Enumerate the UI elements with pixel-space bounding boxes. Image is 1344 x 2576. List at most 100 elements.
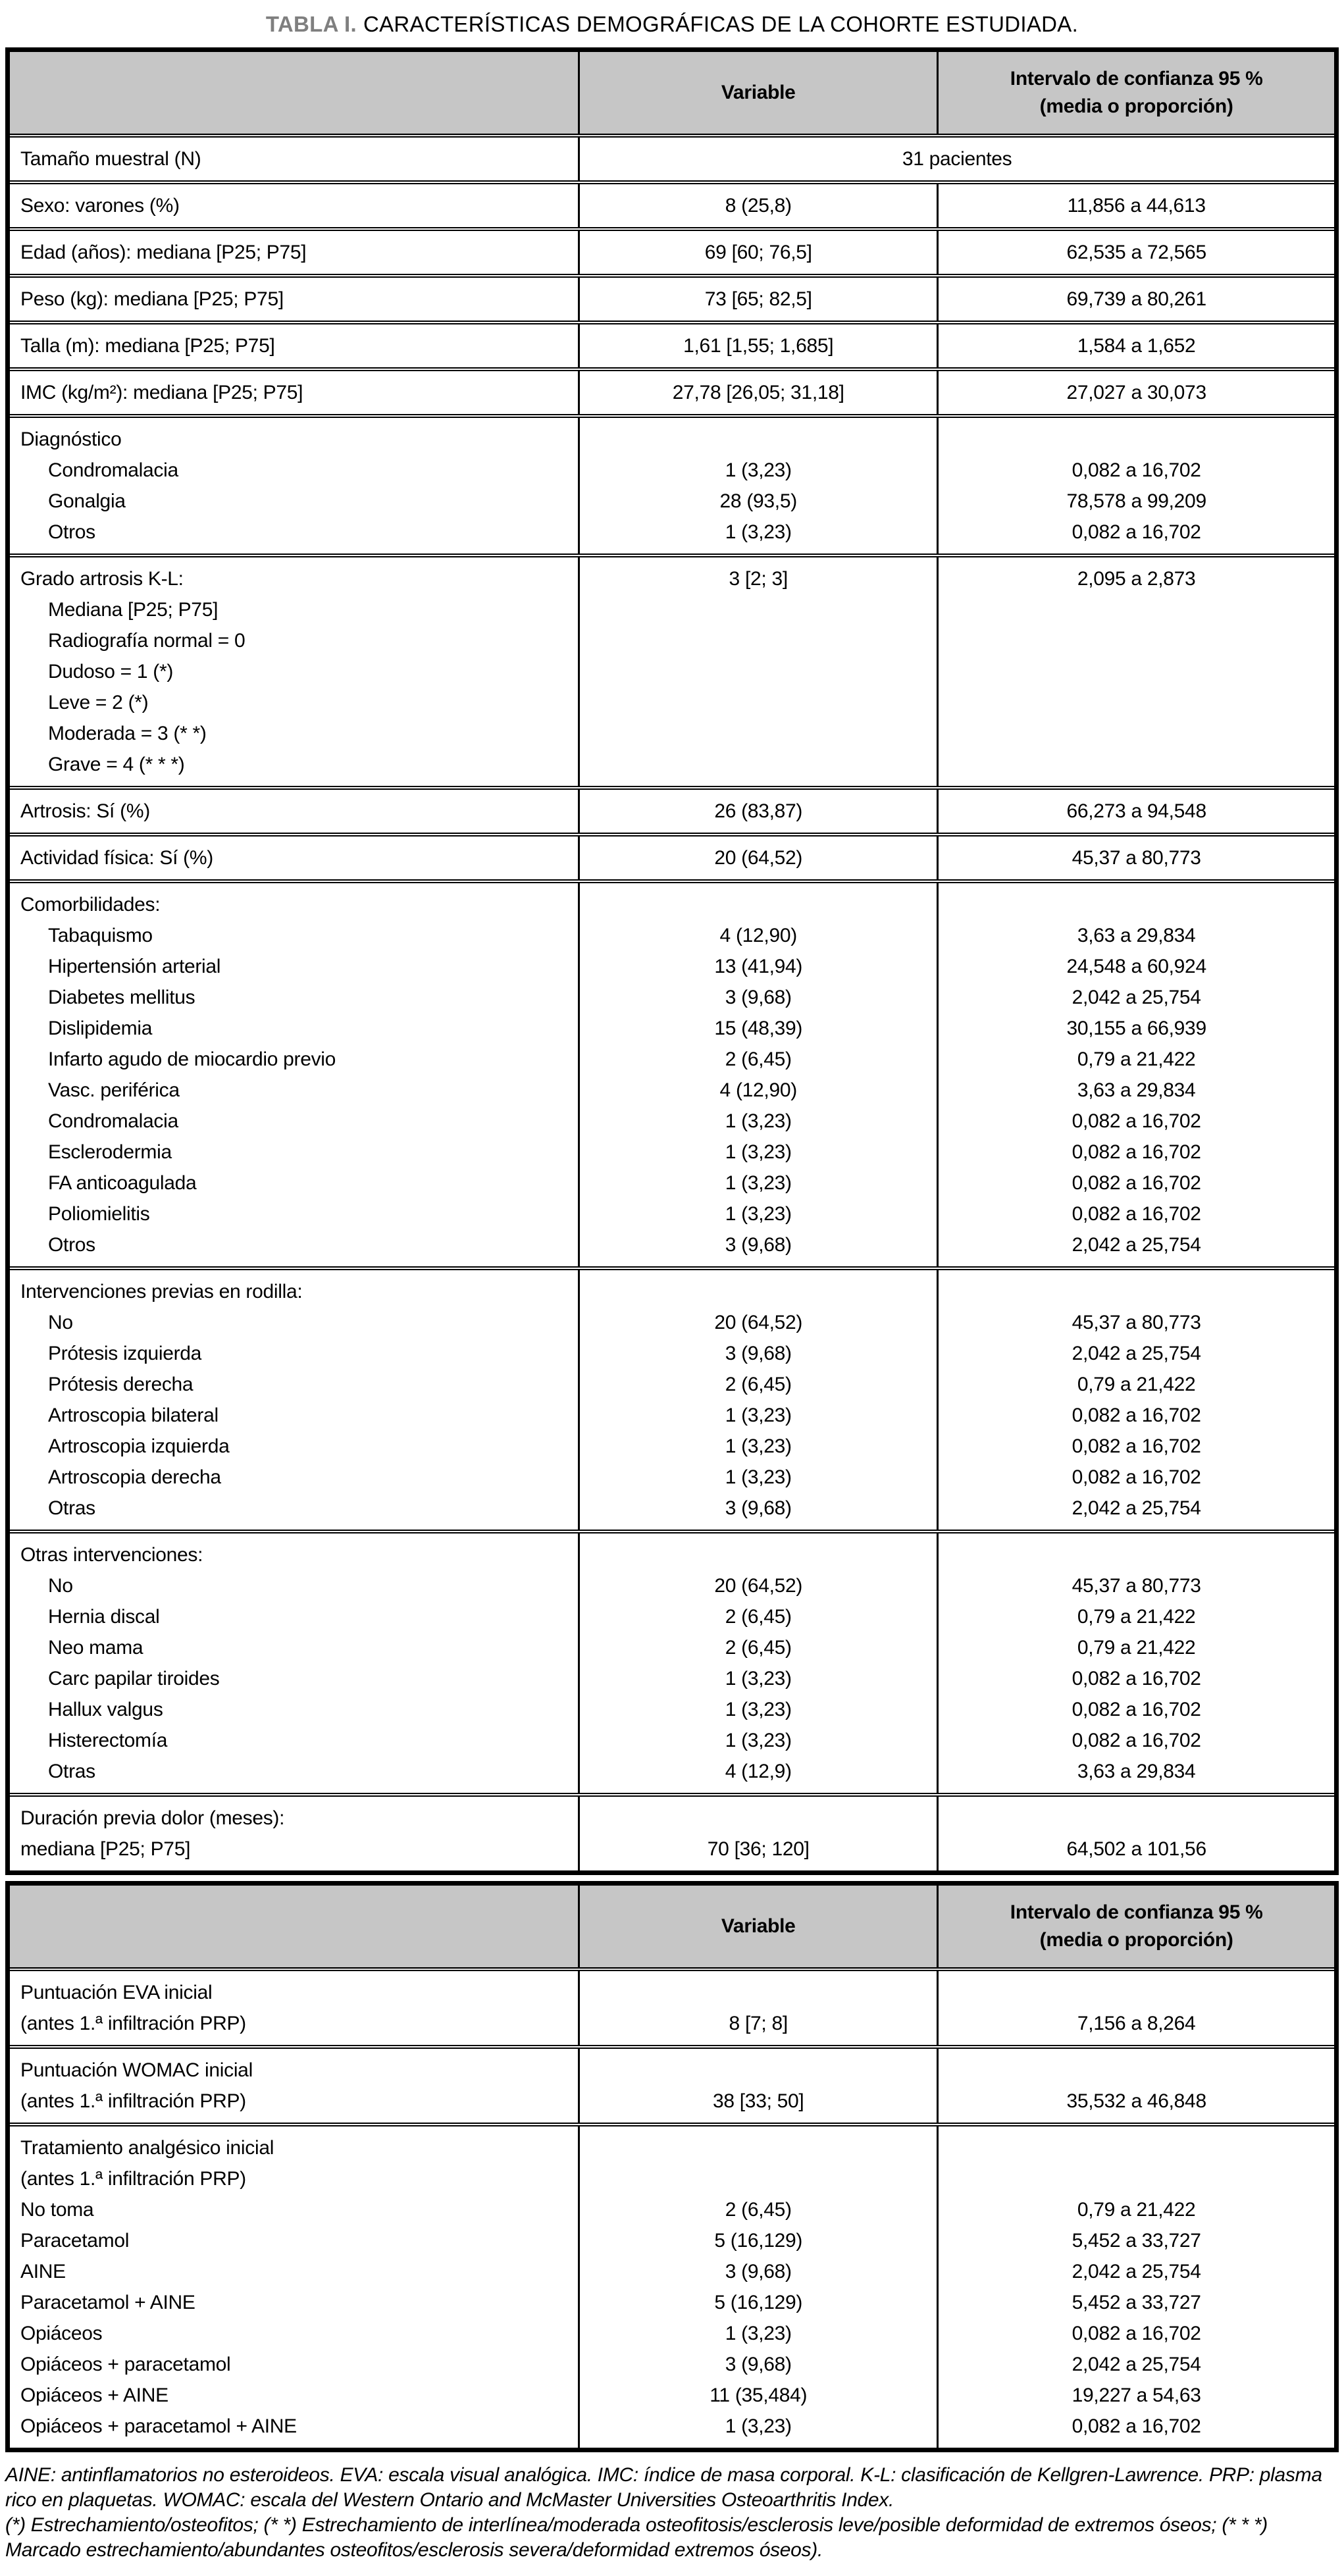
row-value-cell: 69 [60; 76,5] [578,227,939,278]
row-ci: 5,452 a 33,727 [1072,2292,1201,2313]
table-caption: TABLA I. CARACTERÍSTICAS DEMOGRÁFICAS DE … [5,12,1339,37]
row-ci: 2,042 a 25,754 [1072,2354,1201,2375]
row-ci: 0,082 a 16,702 [1072,2323,1201,2344]
row-value [584,687,933,718]
row-label: Hipertensión arterial [48,956,221,977]
table-row: Intervenciones previas en rodilla: No Prót… [6,1266,1337,1533]
row-ci: 0,79 a 21,422 [1077,2199,1196,2221]
row-ci-cell: 45,37 a 80,773 0,79 a 21,422 0,79 a 21,422… [937,1530,1337,1797]
row-ci: 2,095 a 2,873 [1077,568,1196,590]
row-value-cell: 1 (3,23) 28 (93,5) 1 (3,23) [578,414,939,557]
row-label: IMC (kg/m²): mediana [P25; P75] [20,382,303,403]
row-ci: 2,042 a 25,754 [1072,2261,1201,2282]
header-variable-label: Variable [721,82,796,103]
row-value: 3 (9,68) [725,1234,792,1256]
table-row: Tratamiento analgésico inicial (antes 1.ª… [6,2123,1337,2452]
row-value [584,1276,933,1307]
row-value: 5 (16,129) [714,2292,803,2313]
row-value: 11 (35,484) [710,2384,808,2406]
row-value: 3 (9,68) [725,1497,792,1519]
row-value: 8 [7; 8] [729,2013,788,2034]
row-value: 1 (3,23) [725,1466,792,1488]
row-value-cell: 1,61 [1,55; 1,685] [578,321,939,371]
header-row: Variable Intervalo de confianza 95 % (me… [6,47,1337,138]
row-ci [943,424,1330,455]
row-label-cell: Grado artrosis K-L: Mediana [P25; P75] Rad… [6,554,581,790]
row-ci [943,1977,1330,2008]
row-label-cell: Intervenciones previas en rodilla: No Prót… [6,1266,581,1533]
row-value: 2 (6,45) [725,2199,792,2221]
row-value [584,1977,933,2008]
row-label: Opiáceos [20,2323,103,2344]
row-label: (antes 1.ª infiltración PRP) [20,2090,246,2112]
header-ci-line1: Intervalo de confianza 95 % [1010,68,1263,90]
demographics-table-part-2: Variable Intervalo de confianza 95 % (me… [5,1881,1339,2452]
row-label-cell: Tratamiento analgésico inicial (antes 1.ª… [6,2123,581,2452]
header-variable-cell: Variable [578,1881,939,1971]
row-value-cell: 8 [7; 8] [578,1967,939,2049]
row-ci [943,889,1330,920]
row-label: Otras [48,1761,95,1782]
row-label: (antes 1.ª infiltración PRP) [20,2168,246,2190]
row-value: 73 [65; 82,5] [704,288,812,310]
row-ci [943,656,1330,687]
table-row: Diagnóstico Condromalacia Gonalgia Otros 1 … [6,414,1337,557]
row-value: 3 (9,68) [725,1343,792,1364]
row-ci [943,2055,1330,2086]
row-value: 26 (83,87) [714,800,803,822]
row-label: Sexo: varones (%) [20,195,180,217]
row-ci-cell: 45,37 a 80,773 [937,833,1337,883]
row-label: Edad (años): mediana [P25; P75] [20,242,307,263]
row-label: No [48,1312,73,1333]
row-value: 3 (9,68) [725,2261,792,2282]
row-ci: 0,082 a 16,702 [1072,1466,1201,1488]
row-ci-cell: 66,273 a 94,548 [937,786,1337,837]
row-label: Paracetamol [20,2230,130,2252]
row-value: 1 (3,23) [725,1404,792,1426]
row-value: 1 (3,23) [725,1203,792,1225]
row-label: Condromalacia [48,459,178,481]
row-ci-cell: 35,532 a 46,848 [937,2045,1337,2126]
row-label: No toma [20,2199,94,2221]
row-value: 20 (64,52) [714,1575,803,1597]
row-label: Paracetamol + AINE [20,2292,195,2313]
row-ci: 7,156 a 8,264 [1077,2013,1196,2034]
row-label: Histerectomía [48,1730,168,1751]
row-label: Mediana [P25; P75] [48,599,219,621]
row-value: 1,61 [1,55; 1,685] [683,335,834,357]
row-label: Dislipidemia [48,1018,153,1039]
row-value [584,1803,933,1834]
row-value: 2 (6,45) [725,1606,792,1628]
row-ci-cell: 69,739 a 80,261 [937,274,1337,324]
row-ci: 2,042 a 25,754 [1072,1497,1201,1519]
header-ci-cell: Intervalo de confianza 95 % (media o pro… [937,47,1337,138]
row-ci: 0,082 a 16,702 [1072,1435,1201,1457]
row-value-cell: 26 (83,87) [578,786,939,837]
table-body-1: Tamaño muestral (N) 31 pacientes Sexo: var… [6,134,1337,1875]
row-value: 1 (3,23) [725,521,792,543]
row-label-cell: Diagnóstico Condromalacia Gonalgia Otros [6,414,581,557]
row-label: Esclerodermia [48,1141,172,1163]
row-label: Infarto agudo de miocardio previo [48,1048,336,1070]
row-value [584,594,933,625]
table-row: Talla (m): mediana [P25; P75] 1,61 [1,55;… [6,321,1337,371]
row-ci [943,687,1330,718]
header-empty-cell [6,1881,581,1971]
row-value: 70 [36; 120] [707,1838,810,1860]
row-label: Prótesis izquierda [48,1343,202,1364]
row-label: Vasc. periférica [48,1079,180,1101]
row-ci: 0,082 a 16,702 [1072,459,1201,481]
row-value-cell: 3 [2; 3] [578,554,939,790]
row-label: Puntuación WOMAC inicial [20,2059,253,2081]
row-ci: 3,63 a 29,834 [1077,1761,1196,1782]
row-value [584,2163,933,2194]
table-row: Sexo: varones (%) 8 (25,8) 11,856 a 44,613 [6,180,1337,231]
row-label-cell: Puntuación EVA inicial (antes 1.ª infiltr… [6,1967,581,2049]
row-value: 1 (3,23) [725,1172,792,1194]
row-ci [943,749,1330,780]
row-value [584,424,933,455]
table-row: Grado artrosis K-L: Mediana [P25; P75] Rad… [6,554,1337,790]
row-label: Artroscopia bilateral [48,1404,219,1426]
row-value: 28 (93,5) [719,490,798,512]
row-ci: 0,082 a 16,702 [1072,2415,1201,2437]
